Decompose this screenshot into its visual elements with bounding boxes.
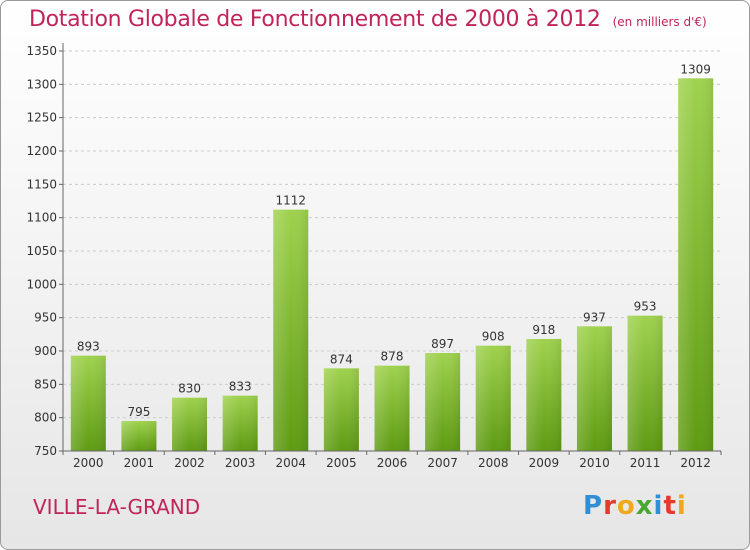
logo-letter: P <box>583 491 604 521</box>
y-tick-label: 1150 <box>26 177 57 191</box>
bar-shine <box>222 395 258 451</box>
x-tick-label: 2002 <box>174 456 205 470</box>
y-tick-label: 800 <box>34 411 57 425</box>
chart-title: Dotation Globale de Fonctionnement de 20… <box>29 7 707 32</box>
bar-shine <box>425 353 461 451</box>
data-label: 1112 <box>275 194 306 208</box>
y-tick-label: 900 <box>34 344 57 358</box>
bar-shine <box>323 368 359 451</box>
x-tick-label: 2003 <box>225 456 256 470</box>
data-label: 893 <box>77 340 100 354</box>
y-tick-label: 1100 <box>26 211 57 225</box>
bar-shine <box>273 209 309 451</box>
y-tick-label: 950 <box>34 311 57 325</box>
data-label: 908 <box>482 330 505 344</box>
logo-letter: t <box>663 491 677 521</box>
logo-letter: i <box>653 491 664 521</box>
data-label: 830 <box>178 382 201 396</box>
y-tick-label: 1350 <box>26 44 57 58</box>
x-tick-label: 2012 <box>680 456 711 470</box>
x-tick-label: 2005 <box>326 456 357 470</box>
x-tick-label: 2011 <box>630 456 661 470</box>
logo-letter: i <box>676 491 687 521</box>
bar-shine <box>475 345 511 451</box>
bar-shine <box>627 315 663 451</box>
y-tick-label: 1000 <box>26 277 57 291</box>
data-label: 795 <box>127 405 150 419</box>
logo-letter: x <box>635 491 654 521</box>
data-label: 953 <box>634 300 657 314</box>
y-tick-label: 750 <box>34 444 57 458</box>
x-tick-label: 2000 <box>73 456 104 470</box>
logo-letter: r <box>603 491 617 521</box>
x-tick-label: 2010 <box>579 456 610 470</box>
commune-name: VILLE-LA-GRAND <box>33 495 201 519</box>
proxiti-logo: Proxiti <box>583 491 687 521</box>
y-tick-label: 1300 <box>26 77 57 91</box>
data-label: 1309 <box>680 62 711 76</box>
x-tick-label: 2007 <box>427 456 458 470</box>
bar-shine <box>374 365 410 451</box>
bar-shine <box>70 355 106 451</box>
data-label: 918 <box>532 323 555 337</box>
bar-shine <box>678 78 714 451</box>
y-tick-label: 1250 <box>26 111 57 125</box>
data-label: 833 <box>229 380 252 394</box>
data-label: 878 <box>381 350 404 364</box>
x-tick-label: 2004 <box>275 456 306 470</box>
bar-shine <box>121 421 157 451</box>
chart-subtitle: (en milliers d'€) <box>612 15 707 29</box>
data-label: 874 <box>330 352 353 366</box>
y-tick-label: 1050 <box>26 244 57 258</box>
x-tick-label: 2008 <box>478 456 509 470</box>
x-tick-label: 2009 <box>529 456 560 470</box>
bar-shine <box>526 339 562 451</box>
logo-letter: o <box>616 491 636 521</box>
data-label: 897 <box>431 337 454 351</box>
x-tick-label: 2006 <box>377 456 408 470</box>
bar-shine <box>576 326 612 451</box>
data-label: 937 <box>583 310 606 324</box>
y-tick-label: 850 <box>34 377 57 391</box>
y-tick-label: 1200 <box>26 144 57 158</box>
x-tick-label: 2001 <box>124 456 155 470</box>
bar-shine <box>172 397 208 451</box>
